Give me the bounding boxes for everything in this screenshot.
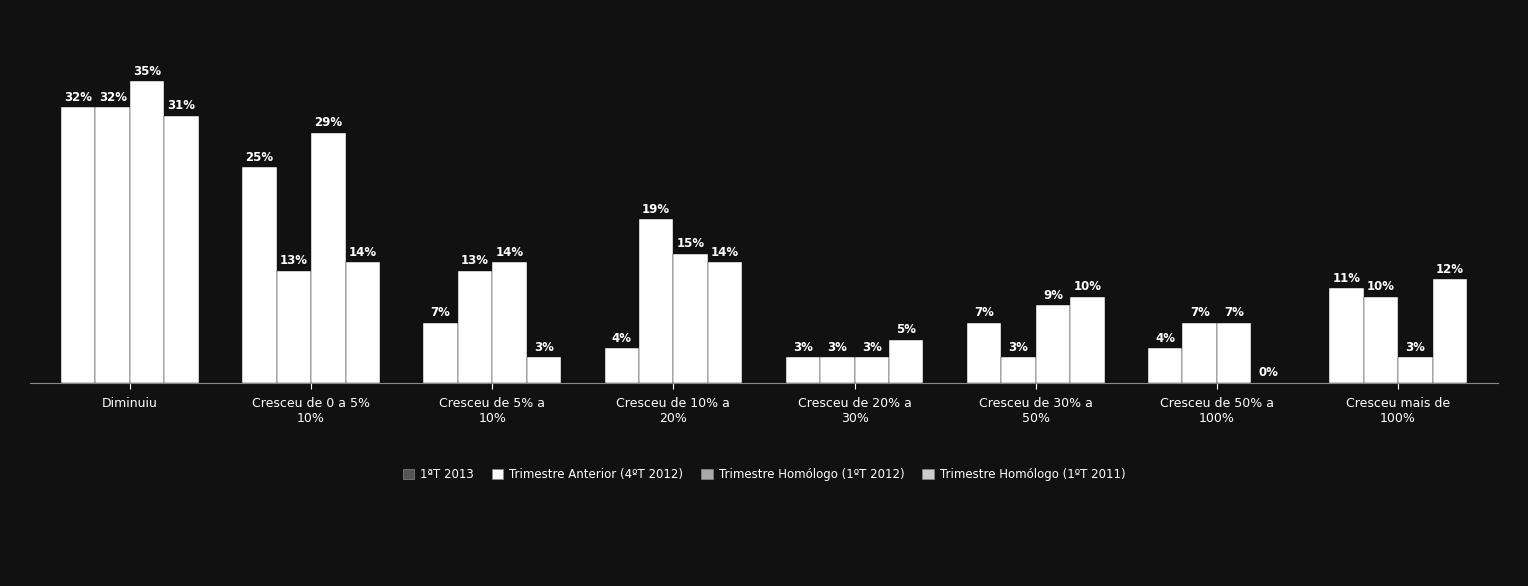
Bar — [243, 168, 277, 383]
Bar — [1433, 280, 1467, 383]
Text: 3%: 3% — [828, 340, 848, 353]
Bar — [1183, 322, 1216, 383]
Bar — [889, 340, 923, 383]
Bar — [1398, 357, 1433, 383]
Bar — [707, 263, 743, 383]
Bar — [458, 271, 492, 383]
Bar — [423, 322, 458, 383]
Text: 15%: 15% — [677, 237, 704, 250]
Text: 10%: 10% — [1073, 280, 1102, 293]
Bar — [130, 81, 165, 383]
Legend: 1ªT 2013, Trimestre Anterior (4ºT 2012), Trimestre Homólogo (1ºT 2012), Trimestr: 1ªT 2013, Trimestre Anterior (4ºT 2012),… — [397, 463, 1131, 486]
Text: 14%: 14% — [711, 246, 740, 259]
Bar — [854, 357, 889, 383]
Bar — [345, 263, 380, 383]
Bar — [1070, 297, 1105, 383]
Text: 7%: 7% — [975, 306, 995, 319]
Text: 32%: 32% — [64, 91, 92, 104]
Bar — [1363, 297, 1398, 383]
Bar — [674, 254, 707, 383]
Text: 12%: 12% — [1436, 263, 1464, 276]
Text: 3%: 3% — [1008, 340, 1028, 353]
Bar — [61, 107, 95, 383]
Bar — [639, 219, 674, 383]
Text: 3%: 3% — [862, 340, 882, 353]
Bar — [1329, 288, 1363, 383]
Bar — [785, 357, 821, 383]
Bar — [1148, 349, 1183, 383]
Text: 29%: 29% — [315, 117, 342, 130]
Bar — [605, 349, 639, 383]
Bar — [1001, 357, 1036, 383]
Bar — [277, 271, 312, 383]
Bar — [527, 357, 561, 383]
Text: 5%: 5% — [897, 323, 917, 336]
Text: 14%: 14% — [495, 246, 524, 259]
Text: 13%: 13% — [461, 254, 489, 267]
Bar — [821, 357, 854, 383]
Text: 10%: 10% — [1368, 280, 1395, 293]
Text: 3%: 3% — [1406, 340, 1426, 353]
Text: 7%: 7% — [1224, 306, 1244, 319]
Bar — [492, 263, 527, 383]
Text: 3%: 3% — [533, 340, 553, 353]
Text: 4%: 4% — [1155, 332, 1175, 345]
Text: 32%: 32% — [99, 91, 127, 104]
Text: 0%: 0% — [1259, 366, 1279, 380]
Bar — [312, 133, 345, 383]
Text: 19%: 19% — [642, 203, 671, 216]
Text: 13%: 13% — [280, 254, 307, 267]
Text: 31%: 31% — [168, 99, 196, 113]
Text: 7%: 7% — [1190, 306, 1210, 319]
Text: 9%: 9% — [1044, 289, 1063, 302]
Bar — [1036, 305, 1070, 383]
Text: 7%: 7% — [431, 306, 451, 319]
Bar — [165, 115, 199, 383]
Text: 3%: 3% — [793, 340, 813, 353]
Text: 11%: 11% — [1332, 272, 1360, 285]
Text: 14%: 14% — [348, 246, 377, 259]
Text: 35%: 35% — [133, 65, 160, 78]
Bar — [1216, 322, 1251, 383]
Bar — [967, 322, 1001, 383]
Bar — [95, 107, 130, 383]
Text: 25%: 25% — [246, 151, 274, 164]
Text: 4%: 4% — [611, 332, 631, 345]
